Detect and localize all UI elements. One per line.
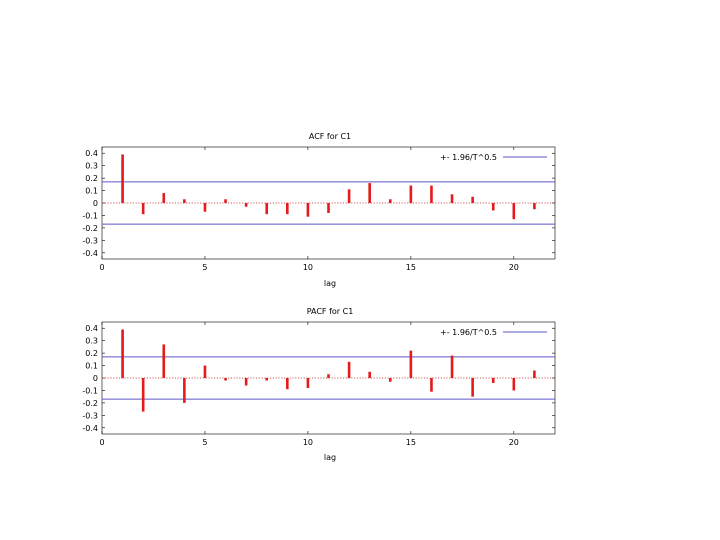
acf-bar bbox=[224, 199, 227, 203]
acf-bar bbox=[162, 193, 166, 203]
acf-x-tick-label: 10 bbox=[303, 263, 313, 272]
pacf-y-tick-label: -0.3 bbox=[82, 411, 98, 420]
pacf-bar bbox=[203, 365, 207, 378]
pacf-bar bbox=[286, 378, 289, 390]
pacf-bar bbox=[121, 329, 124, 378]
pacf-bar bbox=[533, 370, 536, 378]
acf-bar bbox=[533, 203, 536, 210]
acf-panel: ACF for C1 lag 0.4 0.3 0.2 0.1 0 -0.1 -0.2 -0.3… bbox=[82, 132, 556, 288]
acf-x-tick-label: 15 bbox=[406, 263, 416, 272]
acf-y-tick-label: -0.4 bbox=[82, 249, 98, 258]
pacf-y-tick-label: 0.2 bbox=[85, 349, 98, 358]
pacf-x-tick-label: 15 bbox=[406, 438, 416, 447]
pacf-panel: PACF for C1 lag 0.4 0.3 0.2 0.1 0 -0.1 -0.2 -0.… bbox=[82, 307, 556, 462]
pacf-bar bbox=[347, 361, 351, 378]
pacf-bar bbox=[141, 378, 145, 412]
acf-x-tick-label: 20 bbox=[509, 263, 519, 272]
acf-y-tick-label: 0 bbox=[93, 199, 98, 208]
pacf-bar bbox=[224, 378, 227, 381]
acf-bar bbox=[491, 203, 495, 211]
acf-y-tick-label: 0.3 bbox=[85, 162, 98, 171]
acf-bar bbox=[244, 203, 248, 207]
pacf-bar bbox=[409, 350, 413, 378]
acf-title: ACF for C1 bbox=[309, 132, 351, 141]
acf-bar bbox=[347, 189, 351, 203]
pacf-bar bbox=[368, 371, 371, 378]
acf-bar bbox=[306, 203, 310, 217]
pacf-bar bbox=[244, 378, 248, 386]
acf-x-tick-label: 0 bbox=[99, 263, 104, 272]
acf-y-tick-label: 0.1 bbox=[85, 187, 98, 196]
pacf-bar bbox=[162, 344, 166, 378]
pacf-bar bbox=[471, 378, 474, 397]
acf-bar bbox=[203, 203, 207, 212]
acf-bar bbox=[286, 203, 289, 215]
acf-bar bbox=[368, 183, 371, 203]
acf-bar bbox=[121, 154, 124, 203]
acf-y-tick-label: 0.2 bbox=[85, 174, 98, 183]
pacf-bar bbox=[388, 378, 392, 382]
pacf-bar bbox=[306, 378, 310, 388]
acf-y-tick-label: -0.1 bbox=[82, 211, 98, 220]
acf-bar bbox=[450, 194, 454, 203]
acf-bar bbox=[327, 203, 330, 213]
pacf-y-tick-label: -0.2 bbox=[82, 399, 98, 408]
pacf-x-tick-label: 10 bbox=[303, 438, 313, 447]
pacf-bar bbox=[491, 378, 495, 383]
acf-x-tick-label: 5 bbox=[202, 263, 207, 272]
pacf-bar bbox=[327, 374, 330, 378]
acf-legend-label: +- 1.96/T^0.5 bbox=[440, 153, 497, 162]
acf-bar bbox=[183, 199, 186, 203]
pacf-x-tick-label: 0 bbox=[99, 438, 104, 447]
acf-y-tick-label: -0.2 bbox=[82, 224, 98, 233]
acf-bar bbox=[430, 185, 433, 203]
pacf-bar bbox=[183, 378, 186, 403]
acf-y-tick-label: 0.4 bbox=[85, 149, 98, 158]
pacf-x-tick-label: 20 bbox=[509, 438, 519, 447]
acf-bar bbox=[471, 196, 474, 203]
acf-bar bbox=[512, 203, 516, 220]
pacf-y-tick-label: 0.1 bbox=[85, 362, 98, 371]
acf-bar bbox=[141, 203, 145, 215]
pacf-bar bbox=[512, 378, 516, 391]
pacf-y-tick-label: 0 bbox=[93, 374, 98, 383]
pacf-y-tick-label: -0.4 bbox=[82, 424, 98, 433]
pacf-x-axis-label: lag bbox=[324, 453, 336, 462]
pacf-legend-label: +- 1.96/T^0.5 bbox=[440, 328, 497, 337]
acf-bar bbox=[265, 203, 269, 215]
acf-x-axis-label: lag bbox=[324, 279, 336, 288]
pacf-bar bbox=[450, 355, 454, 378]
pacf-x-tick-label: 5 bbox=[202, 438, 207, 447]
pacf-bar bbox=[265, 378, 269, 381]
pacf-y-tick-label: 0.4 bbox=[85, 324, 98, 333]
acf-bar bbox=[409, 185, 413, 203]
acf-bar bbox=[388, 199, 392, 203]
pacf-title: PACF for C1 bbox=[307, 307, 354, 316]
acf-y-tick-label: -0.3 bbox=[82, 236, 98, 245]
pacf-y-tick-label: -0.1 bbox=[82, 386, 98, 395]
pacf-bar bbox=[430, 378, 433, 392]
pacf-y-tick-label: 0.3 bbox=[85, 337, 98, 346]
